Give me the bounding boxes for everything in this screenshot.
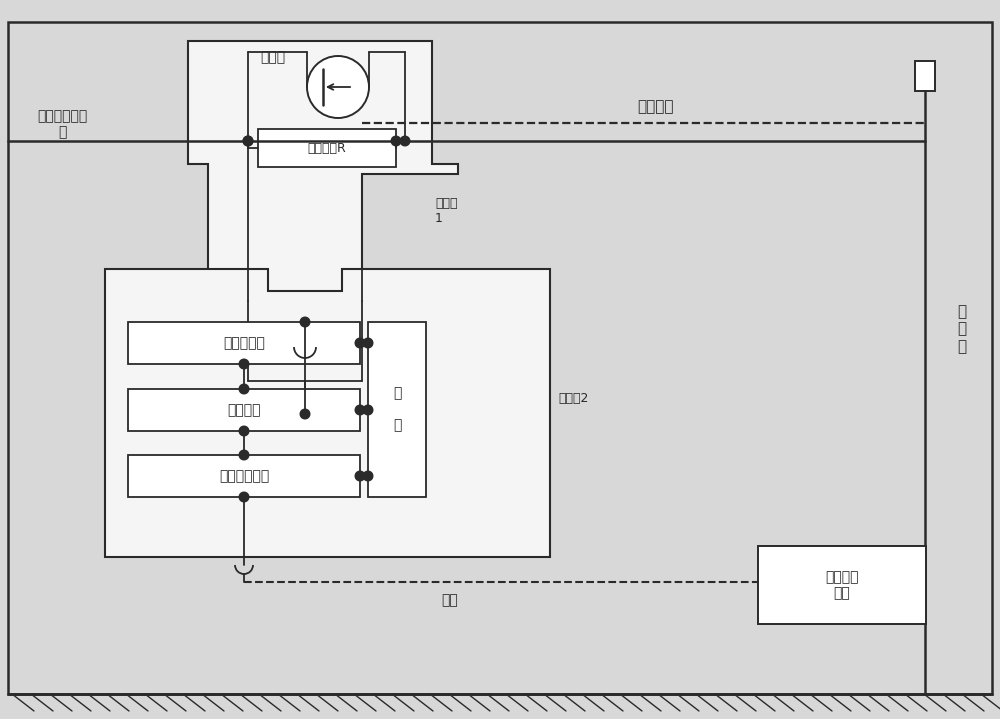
Text: 屏蔽箱
1: 屏蔽箱 1 — [435, 197, 457, 225]
Bar — [368, 322, 426, 497]
Circle shape — [239, 426, 249, 436]
Circle shape — [239, 493, 249, 502]
Polygon shape — [188, 41, 458, 301]
Bar — [128, 389, 360, 431]
Circle shape — [243, 136, 253, 146]
Circle shape — [243, 136, 253, 146]
Bar — [758, 546, 926, 624]
Bar — [915, 61, 935, 91]
Bar — [128, 322, 360, 364]
Polygon shape — [105, 269, 550, 557]
Circle shape — [239, 384, 249, 394]
Text: 屏蔽箱2: 屏蔽箱2 — [558, 392, 588, 405]
Text: 光纤: 光纤 — [442, 593, 458, 607]
Circle shape — [355, 406, 365, 415]
Text: 电

池: 电 池 — [393, 386, 401, 433]
Circle shape — [363, 338, 373, 348]
Circle shape — [300, 409, 310, 418]
Text: 测量主机: 测量主机 — [227, 403, 261, 417]
Circle shape — [355, 338, 365, 348]
Text: 绝
缘
棒: 绝 缘 棒 — [957, 304, 967, 354]
Circle shape — [239, 360, 249, 369]
Circle shape — [300, 317, 310, 327]
Circle shape — [307, 56, 369, 118]
Text: 地面控制
主机: 地面控制 主机 — [825, 570, 859, 600]
Bar — [258, 129, 396, 167]
Text: 信号转换装置: 信号转换装置 — [219, 469, 269, 483]
Circle shape — [239, 450, 249, 459]
Circle shape — [363, 471, 373, 481]
Text: 接高压直流电
源: 接高压直流电 源 — [37, 109, 87, 139]
Text: 数据采集卡: 数据采集卡 — [223, 336, 265, 350]
Bar — [128, 455, 360, 497]
Text: 放电管: 放电管 — [260, 50, 285, 64]
Text: 取样电阻R: 取样电阻R — [308, 142, 346, 155]
Text: 模拟线路: 模拟线路 — [637, 99, 673, 114]
Circle shape — [355, 471, 365, 481]
Circle shape — [400, 136, 410, 146]
Circle shape — [363, 406, 373, 415]
Circle shape — [391, 136, 401, 146]
